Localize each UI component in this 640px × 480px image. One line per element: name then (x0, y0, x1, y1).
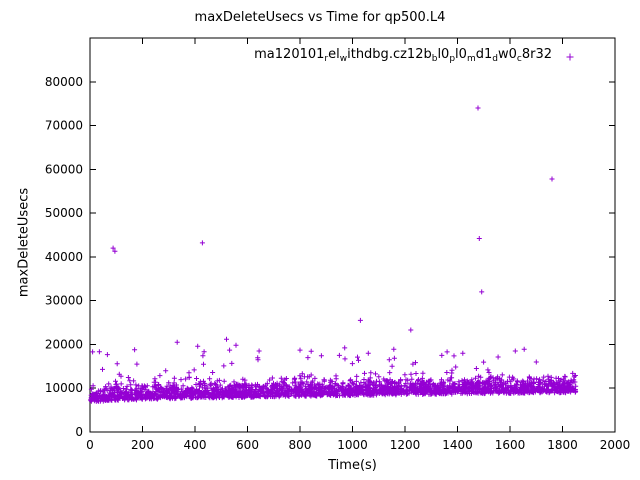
y-tick-label: 50000 (45, 206, 83, 220)
y-tick-label: 60000 (45, 162, 83, 176)
x-tick-label: 600 (236, 438, 259, 452)
x-tick-label: 1600 (495, 438, 526, 452)
x-tick-label: 1200 (390, 438, 421, 452)
legend-marker-icon (566, 53, 574, 61)
x-tick-label: 2000 (600, 438, 631, 452)
x-tick-label: 800 (289, 438, 312, 452)
plot-border (89, 37, 616, 433)
legend-label-subscript: m (466, 54, 476, 64)
x-tick-label: 1800 (547, 438, 578, 452)
legend-label-subscript: r (324, 54, 329, 64)
x-axis-label: Time(s) (328, 458, 377, 473)
y-tick-label: 0 (75, 425, 83, 439)
legend-label-text: el (328, 47, 340, 62)
legend-label-text: ma120101 (254, 47, 325, 62)
legend-label-subscript: c (516, 54, 522, 64)
legend-label-subscript: d (492, 54, 498, 64)
x-tick-label: 1400 (442, 438, 473, 452)
x-tick-label: 1000 (337, 438, 368, 452)
legend-label: ma120101relwithdbg.cz12bbl0pl0md1dw0c8r3… (254, 47, 552, 64)
legend-label-text: l0 (455, 47, 467, 62)
x-tick-label: 400 (184, 438, 207, 452)
legend-label-subscript: p (449, 54, 456, 64)
y-tick-label: 30000 (45, 294, 83, 308)
y-tick-label: 70000 (45, 119, 83, 133)
x-tick-label: 0 (86, 438, 94, 452)
data-points (88, 105, 579, 404)
y-axis-label: maxDeleteUsecs (16, 187, 32, 298)
y-tick-label: 80000 (45, 75, 83, 89)
x-tick-label: 200 (131, 438, 154, 452)
y-tick-label: 20000 (45, 337, 83, 351)
legend-label-text: w0 (497, 47, 517, 62)
legend-label-text: l0 (437, 47, 450, 62)
y-tick-label: 40000 (45, 250, 83, 264)
legend-label-subscript: b (431, 54, 438, 64)
legend-label-text: d1 (475, 47, 493, 62)
chart-title: maxDeleteUsecs vs Time for qp500.L4 (194, 10, 446, 25)
axis-ticks (89, 38, 616, 433)
legend-label-text: ithdbg.cz12b (347, 47, 432, 62)
legend: ma120101relwithdbg.cz12bbl0pl0md1dw0c8r3… (254, 47, 552, 64)
legend-label-text: 8r32 (521, 47, 552, 62)
legend-label-subscript: w (339, 54, 348, 64)
y-tick-label: 10000 (45, 381, 83, 395)
